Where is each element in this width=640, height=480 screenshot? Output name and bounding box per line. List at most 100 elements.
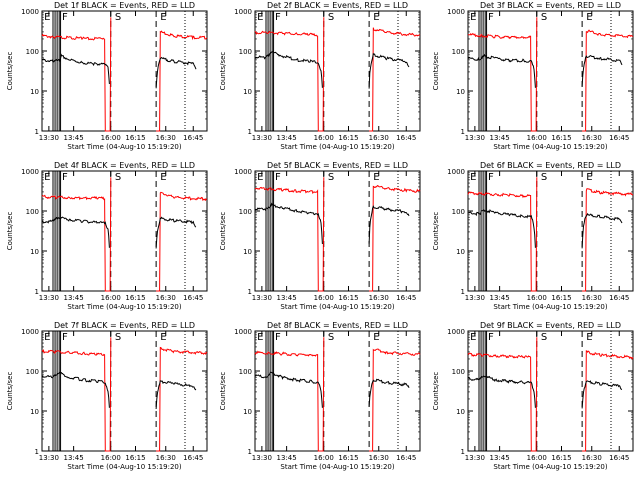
x-axis-label: Start Time (04-Aug-10 15:19:20) [493,463,607,471]
x-tick-label: 16:30 [582,294,602,302]
x-tick-label: 16:45 [183,454,203,462]
series-line-lld [254,177,325,292]
x-tick-label: 16:15 [551,294,571,302]
x-tick-label: 16:15 [125,294,145,302]
y-tick-label: 10 [456,408,465,416]
series-line-lld [582,350,634,452]
series-line-lld [467,177,538,292]
marker-label: E [44,12,50,23]
marker-label: S [328,172,334,183]
x-tick-label: 13:30 [39,294,59,302]
marker-label: E [470,12,476,23]
plot-frame [467,10,634,132]
x-tick-label: 16:45 [396,454,416,462]
y-tick-label: 1000 [234,8,252,16]
series-line-events [368,52,410,89]
x-tick-label: 16:00 [527,294,547,302]
series-line-events [581,380,623,409]
x-tick-label: 16:15 [551,454,571,462]
series-line-events [581,55,623,87]
y-axis-label: Counts/sec [432,52,440,91]
x-tick-label: 16:45 [609,294,629,302]
marker-label: S [115,332,121,343]
y-tick-label: 1000 [447,328,465,336]
series-line-lld [582,29,634,132]
x-tick-label: 16:00 [527,454,547,462]
marker-label: E [373,12,379,23]
chart-title: Det 1f BLACK = Events, RED = LLD [54,1,195,10]
x-tick-label: 16:30 [156,294,176,302]
y-axis-label: Counts/sec [219,212,227,251]
series-line-events [581,212,623,249]
y-axis-label: Counts/sec [219,52,227,91]
marker-label: F [488,12,494,23]
y-tick-label: 100 [239,48,252,56]
x-tick-label: 13:45 [64,294,84,302]
x-tick-label: 16:45 [609,454,629,462]
y-tick-label: 1000 [234,328,252,336]
chart-title: Det 7f BLACK = Events, RED = LLD [54,321,195,330]
y-tick-label: 100 [452,208,465,216]
x-tick-label: 13:30 [39,134,59,142]
y-tick-label: 1 [248,128,252,136]
plot-frame [254,330,421,452]
x-tick-label: 13:45 [277,134,297,142]
x-tick-label: 13:30 [252,134,272,142]
y-axis-label: Counts/sec [432,372,440,411]
y-tick-label: 100 [26,208,39,216]
x-tick-label: 16:15 [551,134,571,142]
series-line-lld [369,185,421,292]
y-tick-label: 10 [30,248,39,256]
marker-label: E [160,172,166,183]
x-axis-label: Start Time (04-Aug-10 15:19:20) [280,463,394,471]
marker-label: F [488,332,494,343]
y-tick-label: 1000 [21,8,39,16]
marker-label: E [257,172,263,183]
x-axis-label: Start Time (04-Aug-10 15:19:20) [67,143,181,151]
x-tick-label: 16:45 [183,294,203,302]
marker-label: E [257,12,263,23]
x-tick-label: 16:00 [314,454,334,462]
marker-label: F [488,172,494,183]
marker-label: E [160,332,166,343]
marker-label: E [470,332,476,343]
chart-panel-5: Det 5f BLACK = Events, RED = LLD Counts/s… [219,161,421,311]
marker-label: F [62,12,68,23]
series-line-lld [254,17,325,132]
marker-label: S [115,12,121,23]
y-tick-label: 10 [30,88,39,96]
chart-title: Det 9f BLACK = Events, RED = LLD [480,321,621,330]
x-tick-label: 13:30 [465,294,485,302]
x-tick-label: 13:45 [277,294,297,302]
plot-frame [467,170,634,292]
x-axis-label: Start Time (04-Aug-10 15:19:20) [280,303,394,311]
y-tick-label: 10 [243,408,252,416]
x-tick-label: 16:30 [582,134,602,142]
series-line-events [41,53,110,85]
series-line-lld [582,188,634,292]
chart-panel-4: Det 4f BLACK = Events, RED = LLD Counts/s… [6,161,208,311]
series-line-events [255,50,323,88]
marker-label: S [328,12,334,23]
x-tick-label: 13:45 [490,294,510,302]
x-tick-label: 16:15 [125,134,145,142]
x-tick-label: 16:15 [338,454,358,462]
x-axis-label: Start Time (04-Aug-10 15:19:20) [67,303,181,311]
x-tick-label: 16:30 [582,454,602,462]
y-tick-label: 1 [35,128,39,136]
marker-label: F [62,172,68,183]
y-tick-label: 10 [456,248,465,256]
series-line-lld [41,177,112,292]
y-tick-label: 1000 [21,168,39,176]
marker-label: S [541,12,547,23]
y-tick-label: 10 [243,248,252,256]
x-tick-label: 13:45 [64,454,84,462]
marker-label: F [62,332,68,343]
chart-title: Det 2f BLACK = Events, RED = LLD [267,1,408,10]
y-tick-label: 1 [461,128,465,136]
chart-title: Det 5f BLACK = Events, RED = LLD [267,161,408,170]
x-tick-label: 13:30 [252,454,272,462]
x-tick-label: 16:30 [369,294,389,302]
series-line-lld [254,337,325,452]
